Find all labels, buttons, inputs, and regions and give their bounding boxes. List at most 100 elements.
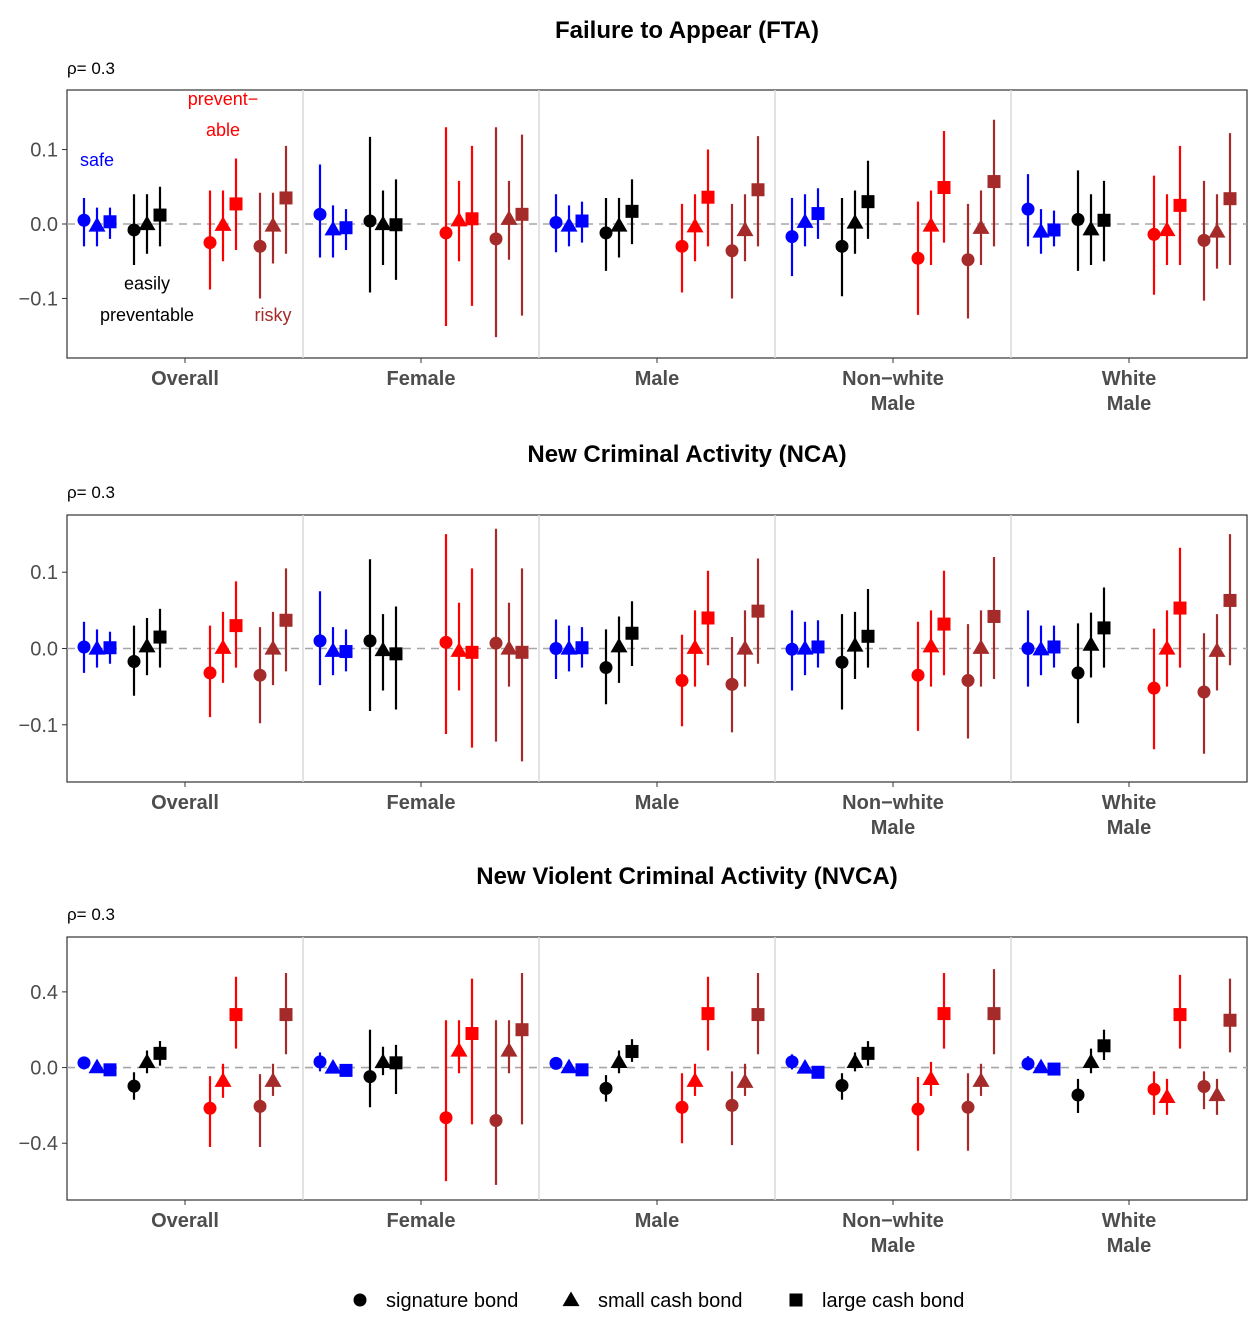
- point-estimate: [785, 642, 799, 656]
- point-estimate: [1047, 640, 1061, 654]
- point-estimate: [922, 1070, 940, 1086]
- point-estimate: [736, 1073, 754, 1088]
- group-label: Overall: [151, 368, 219, 390]
- point-estimate: [972, 639, 990, 654]
- rho-label: ρ= 0.3: [67, 905, 115, 924]
- point-estimate: [1208, 1086, 1226, 1102]
- point-estimate: [1082, 636, 1100, 651]
- panel-title: Failure to Appear (FTA): [555, 17, 819, 44]
- point-estimate: [1208, 642, 1226, 657]
- point-estimate: [389, 218, 403, 232]
- point-estimate: [450, 642, 468, 657]
- category-annotation: safe: [80, 150, 114, 170]
- point-estimate: [465, 1026, 479, 1040]
- point-estimate: [264, 216, 282, 232]
- point-estimate: [489, 232, 503, 246]
- point-estimate: [88, 216, 106, 232]
- panel-3: New Violent Criminal Activity (NVCA) ρ= 0…: [19, 863, 1248, 1257]
- point-estimate: [363, 1070, 377, 1084]
- point-estimate: [103, 1063, 117, 1077]
- legend-label: large cash bond: [822, 1290, 964, 1312]
- point-estimate: [625, 1044, 639, 1058]
- point-estimate: [1082, 1053, 1100, 1068]
- point-estimate: [1197, 233, 1211, 247]
- point-estimate: [279, 191, 293, 205]
- y-tick-label: 0.0: [30, 639, 58, 661]
- point-estimate: [1082, 220, 1100, 236]
- category-annotation: easily: [124, 274, 170, 294]
- point-estimate: [846, 636, 864, 652]
- point-estimate: [1032, 222, 1050, 238]
- rho-label: ρ= 0.3: [67, 59, 115, 78]
- point-estimate: [203, 1101, 217, 1115]
- point-estimate: [610, 1053, 628, 1068]
- point-estimate: [846, 1053, 864, 1068]
- point-estimate: [1158, 1088, 1176, 1104]
- point-estimate: [835, 239, 849, 253]
- point-estimate: [77, 640, 91, 654]
- point-estimate: [374, 1053, 392, 1068]
- point-estimate: [961, 674, 975, 688]
- point-estimate: [922, 216, 940, 232]
- point-estimate: [1147, 1082, 1161, 1096]
- point-estimate: [811, 207, 825, 221]
- panel-title: New Criminal Activity (NCA): [527, 441, 846, 468]
- group-label: Male: [635, 792, 679, 814]
- point-estimate: [751, 1008, 765, 1022]
- point-estimate: [785, 1055, 799, 1069]
- point-estimate: [599, 226, 613, 240]
- point-estimate: [374, 641, 392, 657]
- point-estimate: [103, 641, 117, 655]
- panel-1: Failure to Appear (FTA) ρ= 0.3 0.1 0.0 −0.1 O…: [19, 17, 1248, 415]
- point-estimate: [339, 1063, 353, 1077]
- point-estimate: [138, 215, 156, 231]
- point-estimate: [1147, 227, 1161, 241]
- point-estimate: [675, 1100, 689, 1114]
- point-estimate: [610, 216, 628, 232]
- category-annotation: risky: [255, 305, 292, 325]
- y-tick-label: −0.1: [19, 715, 58, 737]
- point-estimate: [961, 1100, 975, 1114]
- category-annotation: able: [206, 120, 240, 140]
- point-estimate: [961, 253, 975, 267]
- point-estimate: [725, 1098, 739, 1112]
- point-estimate: [796, 1059, 814, 1074]
- point-estimate: [439, 226, 453, 240]
- group-label: Overall: [151, 1210, 219, 1232]
- point-estimate: [861, 1046, 875, 1060]
- legend: signature bond small cash bond large cash …: [353, 1290, 964, 1312]
- point-estimate: [363, 634, 377, 648]
- group-label: Male: [635, 368, 679, 390]
- category-annotation: prevent−: [188, 89, 259, 109]
- point-estimate: [1158, 640, 1176, 655]
- point-estimate: [77, 1056, 91, 1070]
- point-estimate: [987, 1007, 1001, 1021]
- group-label: Male: [635, 1210, 679, 1232]
- group-label: White: [1102, 1210, 1156, 1232]
- point-estimate: [253, 668, 267, 682]
- panel-2: New Criminal Activity (NCA) ρ= 0.3 0.1 0.0 −…: [19, 441, 1248, 839]
- point-estimate: [138, 637, 156, 653]
- point-estimate: [575, 214, 589, 228]
- point-estimate: [675, 674, 689, 688]
- point-estimate: [88, 1058, 106, 1074]
- point-estimate: [138, 1053, 156, 1068]
- point-estimate: [686, 217, 704, 233]
- point-estimate: [229, 1008, 243, 1022]
- group-label: Male: [1107, 817, 1151, 839]
- point-estimate: [987, 609, 1001, 623]
- point-estimate: [835, 1079, 849, 1093]
- point-estimate: [686, 1072, 704, 1087]
- point-estimate: [127, 654, 141, 668]
- group-label: Male: [1107, 1235, 1151, 1257]
- plot-frame: [66, 936, 1248, 1201]
- point-estimate: [389, 1056, 403, 1070]
- point-estimate: [625, 626, 639, 640]
- point-estimate: [450, 211, 468, 227]
- point-estimate: [725, 244, 739, 258]
- point-estimate: [1071, 1088, 1085, 1102]
- point-estimate: [796, 213, 814, 228]
- point-estimate: [937, 617, 951, 631]
- group-label: Male: [871, 1235, 915, 1257]
- point-estimate: [701, 611, 715, 625]
